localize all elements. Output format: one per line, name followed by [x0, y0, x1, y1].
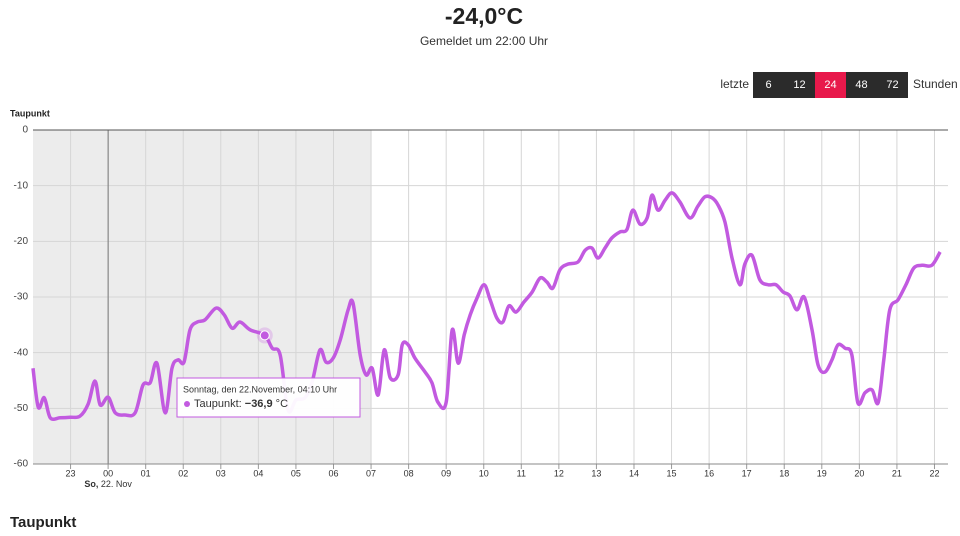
x-tick-label: 10 [479, 468, 489, 478]
x-tick-label: 22 [929, 468, 939, 478]
y-tick-label: -50 [14, 403, 29, 414]
x-tick-label: 14 [629, 468, 639, 478]
range-button-label[interactable]: 12 [793, 79, 805, 91]
range-button-bg[interactable] [815, 72, 846, 98]
y-tick-label: -10 [14, 180, 29, 191]
tooltip-box [176, 377, 361, 418]
y-tick-label: 0 [22, 125, 28, 136]
range-button-bg[interactable] [784, 72, 815, 98]
range-button-bg[interactable] [846, 72, 877, 98]
x-tick-label: 13 [591, 468, 601, 478]
x-tick-label: 19 [817, 468, 827, 478]
report-time: Gemeldet um 22:00 Uhr [420, 34, 548, 48]
range-selector: letzte 6 12 24 48 72 Stunden [720, 72, 958, 98]
plot: 0 -10 -20 -30 -40 -50 -60 23 00 01 02 03 04 05 06 07 08 0… [14, 125, 948, 489]
x-tick-label: 23 [66, 468, 76, 478]
x-tick-label: 20 [854, 468, 864, 478]
tooltip-value: Taupunkt: −36,9 °C [194, 398, 288, 410]
tooltip-number: −36,9 [245, 398, 273, 410]
range-button[interactable]: 72 [877, 72, 908, 98]
range-button[interactable]: 6 [753, 72, 784, 98]
y-tick-label: -20 [14, 236, 29, 247]
x-tick-label: 05 [291, 468, 301, 478]
y-tick-label: -60 [14, 459, 29, 470]
x-tick-label: 04 [253, 468, 263, 478]
x-tick-label: 18 [779, 468, 789, 478]
range-button-bg[interactable] [877, 72, 908, 98]
hover-point [259, 330, 270, 341]
x-tick-label: 08 [404, 468, 414, 478]
x-tick-label: 00 [103, 468, 113, 478]
range-button-label[interactable]: 6 [765, 79, 771, 91]
tooltip-title: Sonntag, den 22.November, 04:10 Uhr [183, 384, 337, 394]
tooltip-series: Taupunkt: [194, 398, 242, 410]
x-tick-label: 12 [554, 468, 564, 478]
range-button[interactable]: 12 [784, 72, 815, 98]
tooltip: Sonntag, den 22.November, 04:10 Uhr Taupu… [176, 377, 361, 418]
y-tick-label: -30 [14, 292, 29, 303]
x-tick-label: 07 [366, 468, 376, 478]
x-tick-label: 21 [892, 468, 902, 478]
x-tick-label: 09 [441, 468, 451, 478]
range-button[interactable]: 48 [846, 72, 877, 98]
range-button[interactable]: 24 [815, 72, 846, 98]
x-tick-label: 17 [742, 468, 752, 478]
tooltip-marker [184, 401, 190, 407]
x-tick-label: 11 [517, 468, 526, 478]
section-heading: Taupunkt [10, 514, 76, 531]
series-line [31, 191, 942, 422]
range-button-label[interactable]: 72 [886, 79, 898, 91]
date-day: So, [84, 479, 98, 489]
x-tick-label: 06 [328, 468, 338, 478]
tooltip-unit: °C [276, 398, 288, 410]
x-tick-label: 03 [216, 468, 226, 478]
y-tick-label: -40 [14, 347, 29, 358]
x-tick-label: 01 [141, 468, 151, 478]
range-button-label[interactable]: 24 [824, 79, 836, 91]
x-tick-label: 02 [178, 468, 188, 478]
x-tick-label: 15 [667, 468, 677, 478]
selector-suffix: Stunden [913, 77, 958, 91]
date-label: So, 22. Nov [84, 479, 132, 489]
selector-prefix: letzte [720, 77, 749, 91]
current-value: -24,0°C [445, 3, 523, 29]
range-button-label[interactable]: 48 [855, 79, 867, 91]
date-date: 22. Nov [101, 479, 133, 489]
range-button-bg[interactable] [753, 72, 784, 98]
x-tick-label: 16 [704, 468, 714, 478]
y-axis-label: Taupunkt [10, 108, 50, 118]
